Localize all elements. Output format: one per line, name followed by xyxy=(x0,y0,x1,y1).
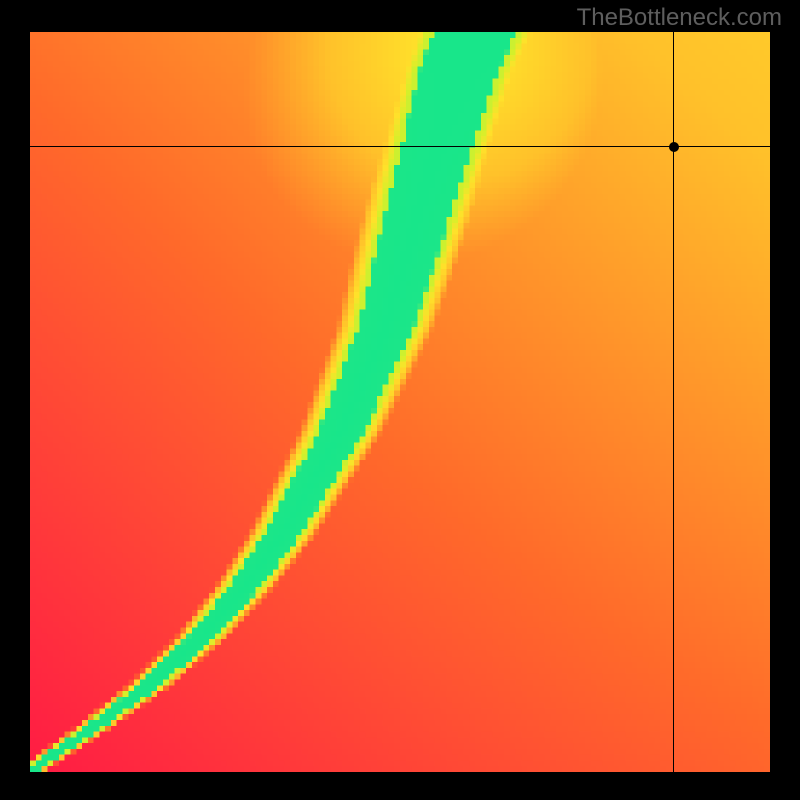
heatmap-plot xyxy=(30,32,770,772)
crosshair-horizontal xyxy=(30,146,770,147)
crosshair-marker xyxy=(669,142,679,152)
watermark-text: TheBottleneck.com xyxy=(577,4,782,32)
heatmap-canvas xyxy=(30,32,770,772)
